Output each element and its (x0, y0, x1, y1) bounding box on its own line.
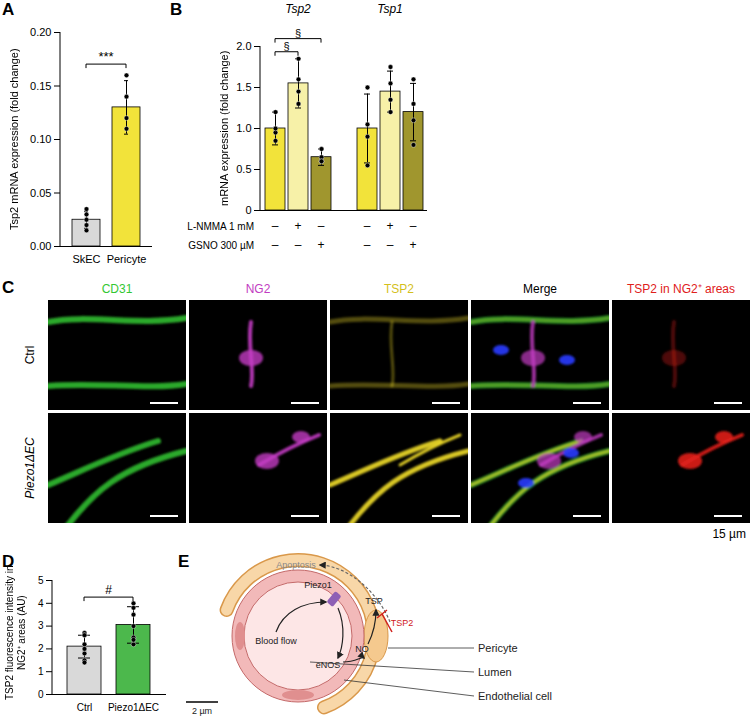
svg-text:Lumen: Lumen (478, 666, 512, 678)
svg-text:–: – (364, 238, 371, 252)
svg-text:eNOS: eNOS (316, 660, 341, 670)
svg-text:NG2: NG2 (246, 282, 271, 296)
svg-text:1.5: 1.5 (236, 81, 251, 93)
svg-text:–: – (318, 219, 325, 233)
html-text:A: A (2, 0, 15, 19)
svg-text:0.00: 0.00 (30, 240, 51, 252)
svg-text:15 µm: 15 µm (712, 527, 746, 541)
svg-text:4: 4 (38, 598, 44, 609)
svg-text:TSP2: TSP2 (384, 282, 414, 296)
svg-text:Ctrl: Ctrl (77, 702, 93, 713)
svg-text:+: + (294, 219, 301, 233)
svg-text:0: 0 (38, 689, 44, 700)
svg-text:–: – (364, 219, 371, 233)
svg-text:0.5: 0.5 (236, 163, 251, 175)
svg-text:Pericyte: Pericyte (478, 642, 518, 654)
svg-text:Merge: Merge (523, 282, 557, 296)
svg-text:0.10: 0.10 (30, 133, 51, 145)
svg-text:–: – (387, 238, 394, 252)
svg-text:CD31: CD31 (102, 282, 133, 296)
svg-text:–: – (295, 238, 302, 252)
svg-text:Blood flow: Blood flow (255, 636, 297, 646)
svg-text:1.0: 1.0 (236, 122, 251, 134)
svg-text:3: 3 (38, 620, 44, 631)
svg-text:0.05: 0.05 (30, 187, 51, 199)
svg-text:0.15: 0.15 (30, 80, 51, 92)
svg-text:NO: NO (355, 644, 369, 654)
svg-text:TSP: TSP (365, 596, 383, 606)
svg-text:–: – (272, 219, 279, 233)
svg-text:Piezo1: Piezo1 (304, 580, 332, 590)
svg-text:§: § (295, 27, 301, 39)
svg-text:+: + (386, 219, 393, 233)
svg-text:Piezo1ΔEC: Piezo1ΔEC (108, 702, 159, 713)
html-text:B: B (170, 0, 183, 19)
svg-text:Tsp2: Tsp2 (285, 2, 311, 16)
svg-text:SkEC: SkEC (72, 253, 100, 265)
html-text:D: D (2, 552, 15, 571)
html-text:TSP2 fluorescence intensity in: TSP2 fluorescence intensity in NG2⁺ area… (4, 565, 27, 701)
svg-text:Endothelial cell: Endothelial cell (478, 690, 552, 702)
html-text:C: C (2, 278, 15, 297)
svg-text:L-NMMA 1 mM: L-NMMA 1 mM (187, 221, 254, 232)
svg-text:***: *** (98, 49, 113, 64)
svg-text:Apoptosis: Apoptosis (276, 560, 316, 570)
html-text:Tsp2 mRNA expression (fold cha: Tsp2 mRNA expression (fold change) (8, 48, 20, 230)
svg-text:+: + (317, 238, 324, 252)
svg-text:GSNO 300 µM: GSNO 300 µM (188, 240, 254, 251)
svg-text:0.20: 0.20 (30, 26, 51, 38)
svg-text:2: 2 (38, 643, 44, 654)
svg-text:2.0: 2.0 (236, 40, 251, 52)
svg-text:#: # (105, 583, 112, 597)
svg-text:0: 0 (245, 204, 251, 216)
svg-text:–: – (410, 219, 417, 233)
svg-text:TSP2: TSP2 (391, 618, 414, 628)
svg-text:2 µm: 2 µm (192, 706, 212, 716)
svg-text:Tsp1: Tsp1 (377, 2, 403, 16)
svg-text:Pericyte: Pericyte (107, 253, 147, 265)
svg-text:+: + (409, 238, 416, 252)
svg-text:5: 5 (38, 575, 44, 586)
svg-text:–: – (272, 238, 279, 252)
svg-text:TSP2 in NG2⁺ areas: TSP2 in NG2⁺ areas (627, 282, 735, 296)
html-text:E: E (178, 552, 190, 571)
svg-text:Ctrl: Ctrl (23, 346, 37, 365)
svg-text:1: 1 (38, 666, 44, 677)
svg-text:Piezo1ΔEC: Piezo1ΔEC (23, 437, 37, 499)
svg-text:§: § (283, 40, 289, 52)
html-text:mRNA expression (fold change): mRNA expression (fold change) (218, 50, 230, 206)
